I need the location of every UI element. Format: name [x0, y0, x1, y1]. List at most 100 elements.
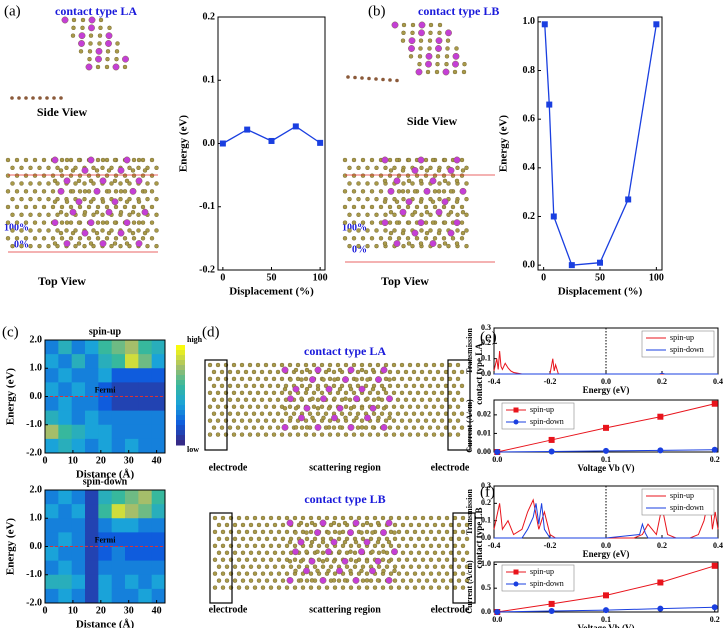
atom: [360, 173, 366, 178]
atom: [383, 212, 388, 218]
heatmap-cell: [98, 574, 113, 590]
atom: [312, 564, 318, 569]
atom: [251, 369, 257, 375]
atom: [264, 536, 270, 542]
atom: [432, 564, 438, 569]
atom: [419, 369, 425, 375]
region-label: electrode: [209, 462, 248, 473]
atom: [149, 204, 155, 210]
atom: [227, 411, 233, 416]
atom: [376, 415, 381, 421]
atom: [272, 536, 278, 542]
atom: [455, 418, 461, 423]
atom: [446, 212, 451, 218]
marker: [219, 140, 226, 147]
atom: [231, 432, 237, 437]
heatmap-cell: [98, 368, 113, 383]
marker: [711, 400, 718, 407]
atom: [276, 515, 282, 521]
atom: [351, 173, 357, 178]
x-tick-label: 50: [267, 272, 277, 283]
atom: [464, 243, 469, 249]
atom: [381, 156, 389, 164]
atom: [376, 550, 382, 555]
atom: [271, 432, 277, 437]
heatmap-cell: [71, 354, 86, 369]
marker: [494, 449, 501, 455]
atom: [384, 564, 390, 569]
atom: [395, 383, 401, 389]
atom: [337, 386, 343, 392]
atom: [100, 220, 106, 225]
atom: [122, 64, 128, 70]
y-tick-label: 1.0: [523, 16, 536, 27]
heatmap-cell: [98, 532, 113, 547]
atom: [23, 220, 29, 225]
atom: [5, 204, 11, 210]
marker: [550, 213, 557, 220]
atom: [131, 173, 137, 178]
atom: [224, 564, 230, 569]
atom: [356, 212, 361, 218]
heatmap-cell: [125, 354, 139, 369]
marker: [657, 605, 664, 612]
y-tick-label: 2.0: [30, 334, 43, 345]
atom: [382, 178, 388, 184]
atom: [396, 236, 402, 241]
atom: [363, 383, 369, 389]
x-tick-label: 0.2: [710, 615, 720, 624]
atom: [353, 559, 359, 564]
atom: [279, 418, 285, 423]
atom: [371, 411, 377, 416]
atom: [401, 196, 406, 202]
atom: [37, 228, 42, 233]
atom: [453, 219, 461, 227]
atom: [104, 157, 110, 163]
atom: [256, 522, 262, 528]
atom: [140, 204, 146, 210]
atom: [439, 376, 445, 382]
atom: [114, 56, 119, 62]
atom: [232, 550, 238, 555]
atom: [383, 165, 388, 171]
atom: [122, 236, 128, 241]
atom: [423, 432, 429, 437]
heatmap-cell: [45, 368, 59, 383]
atom: [99, 240, 107, 247]
atom: [224, 536, 230, 542]
atom: [423, 362, 429, 368]
atom: [124, 241, 130, 246]
heatmap-cell: [125, 574, 139, 590]
atom: [52, 241, 58, 246]
atom: [461, 69, 467, 75]
marker: [317, 139, 324, 146]
atom: [358, 548, 365, 556]
atom: [429, 240, 437, 247]
percent-label: 100%: [342, 222, 367, 233]
atom: [355, 411, 361, 416]
atom: [444, 557, 450, 562]
atom: [154, 228, 159, 233]
y-tick-label: 0.1: [481, 515, 491, 524]
atom: [259, 425, 265, 430]
atom: [408, 550, 414, 555]
atom: [428, 585, 434, 590]
atom: [365, 212, 370, 218]
atom: [104, 236, 110, 241]
heatmap-cell: [58, 368, 73, 383]
atom: [260, 557, 266, 562]
y-tick-label: 0.0: [203, 138, 216, 149]
atom: [288, 415, 293, 421]
atom: [82, 209, 88, 215]
atom: [420, 557, 426, 562]
x-tick-label: 30: [124, 605, 134, 616]
atom: [343, 396, 348, 401]
atom: [400, 578, 406, 583]
atom: [411, 397, 417, 402]
atom: [251, 383, 257, 389]
atom: [105, 56, 110, 62]
atom: [435, 54, 441, 59]
atom: [414, 236, 420, 241]
atom: [400, 564, 406, 569]
atom: [348, 568, 353, 574]
